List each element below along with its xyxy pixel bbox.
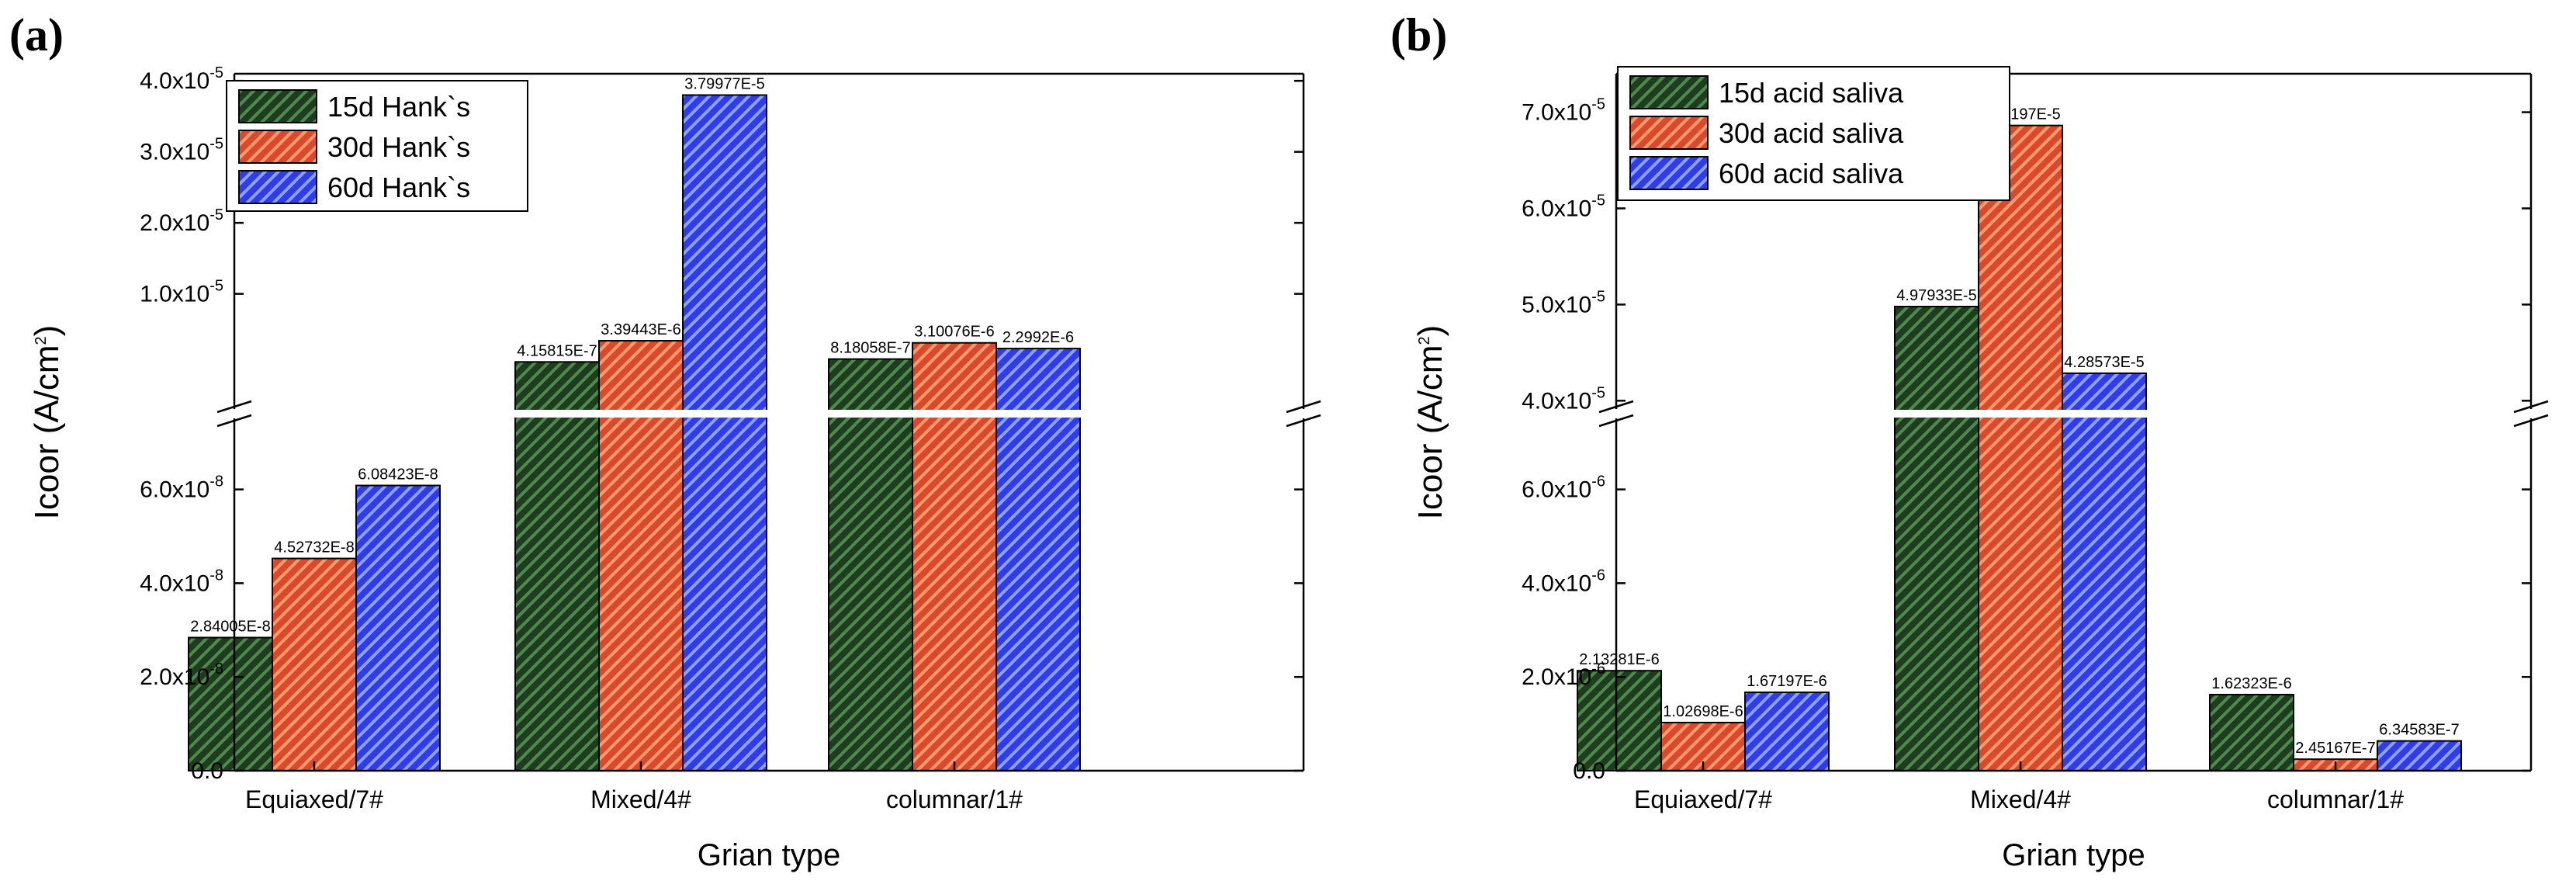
data-label-0-2: 8.18058E-7 (830, 340, 910, 357)
data-label-2-2: 6.34583E-7 (2379, 722, 2459, 739)
break-mark-1-a (2513, 400, 2549, 414)
y-tick-label-up-0: 1.0x10-5 (140, 278, 223, 307)
y-tick-label-up-1: 5.0x10-5 (1522, 288, 1605, 317)
y-tick-label-low-0: 0.0 (1573, 758, 1605, 784)
bar-0-2 (2209, 693, 2294, 771)
data-label-2-1: 3.79977E-5 (684, 75, 764, 92)
data-label-2-1: 4.28573E-5 (2064, 354, 2144, 371)
panel-letter: (b) (1390, 9, 1447, 61)
x-tick-label-1: Mixed/4# (1970, 785, 2071, 813)
data-label-2-0: 1.67197E-6 (1747, 673, 1826, 690)
data-label-0-1: 4.97933E-5 (1896, 287, 1976, 304)
data-label-2-0: 6.08423E-8 (358, 466, 438, 484)
legend-swatch-1 (1629, 116, 1709, 150)
x-tick-label-0: Equiaxed/7# (245, 785, 383, 813)
legend-label-2: 60d Hank`s (327, 172, 470, 203)
legend-label-2: 60d acid saliva (1719, 158, 1904, 189)
legend-swatch-1 (238, 130, 317, 164)
bar-0-1 (514, 361, 600, 771)
bar-2-0 (1744, 692, 1830, 771)
bar-0-2 (828, 358, 913, 771)
y-axis-title: Icoor (A/cm2) (1411, 325, 1449, 520)
x-tick-label-1: Mixed/4# (590, 785, 691, 813)
break-mark-0-b (1598, 414, 1634, 428)
break-mark-1-b (2513, 414, 2549, 428)
axis-break-band (1613, 410, 2534, 418)
break-mark-0-a (216, 400, 252, 414)
data-label-0-2: 1.62323E-6 (2211, 675, 2291, 692)
break-mark-1-b (1286, 414, 1321, 428)
data-label-0-0: 2.84005E-8 (190, 618, 270, 635)
legend-swatch-2 (1629, 156, 1709, 190)
bar-1-2 (912, 341, 997, 771)
bar-2-2 (995, 348, 1081, 771)
bar-2-0 (355, 484, 441, 771)
break-mark-1-a (1286, 400, 1321, 414)
y-tick-label-low-1: 2.0x10-8 (140, 660, 223, 690)
legend-swatch-0 (1629, 75, 1709, 109)
bar-1-1 (1978, 124, 2063, 771)
y-tick-label-up-2: 3.0x10-5 (140, 136, 223, 165)
y-tick-label-low-2: 4.0x10-6 (1522, 567, 1605, 596)
axis-break-band (231, 410, 1307, 418)
legend-swatch-0 (238, 89, 317, 123)
x-axis-title: Grian type (2002, 838, 2145, 872)
bar-2-1 (2062, 372, 2147, 771)
y-tick-label-low-1: 2.0x10-6 (1522, 660, 1605, 690)
x-tick-label-2: columnar/1# (2267, 785, 2404, 813)
break-mark-0-a (1598, 400, 1634, 414)
data-label-0-1: 4.15815E-7 (517, 342, 597, 359)
x-axis-title: Grian type (698, 838, 841, 872)
data-label-1-2: 3.10076E-6 (914, 324, 994, 341)
y-tick-label-low-0: 0.0 (191, 758, 223, 784)
bar-2-2 (2377, 740, 2462, 772)
bar-0-0 (188, 636, 273, 772)
x-tick-label-0: Equiaxed/7# (1634, 785, 1772, 813)
y-tick-label-up-2: 6.0x10-5 (1522, 192, 1605, 221)
data-label-1-0: 1.02698E-6 (1663, 703, 1743, 720)
data-label-2-2: 2.2992E-6 (1002, 329, 1074, 346)
bar-0-0 (1577, 670, 1662, 772)
y-tick-label-low-2: 4.0x10-8 (140, 567, 223, 596)
x-tick-label-2: columnar/1# (886, 785, 1023, 813)
bar-0-1 (1894, 305, 1979, 771)
legend-label-1: 30d Hank`s (327, 131, 470, 163)
y-tick-label-low-3: 6.0x10-6 (1522, 473, 1605, 503)
break-mark-0-b (216, 414, 252, 428)
data-label-1-0: 4.52732E-8 (274, 539, 354, 556)
y-tick-label-up-3: 4.0x10-5 (140, 64, 223, 94)
bar-1-1 (598, 340, 684, 771)
legend-label-0: 15d acid saliva (1719, 77, 1904, 109)
data-label-1-2: 2.45167E-7 (2295, 740, 2375, 757)
y-tick-label-up-3: 7.0x10-5 (1522, 96, 1605, 126)
panel-b-chart: (b) 2.13281E-6 4.97933E-5 1.62323E-6 1.02698… (1390, 9, 2549, 872)
data-label-1-1: 3.39443E-6 (601, 321, 680, 338)
bar-2-1 (682, 94, 767, 772)
y-tick-label-low-3: 6.0x10-8 (140, 473, 223, 503)
bar-1-0 (272, 557, 357, 771)
panel-a-chart: (a) 2.84005E-8 4.15815E-7 8.18058E-7 4.52732… (9, 9, 1321, 872)
y-axis-title: Icoor (A/cm2) (28, 325, 66, 520)
data-label-0-0: 2.13281E-6 (1579, 651, 1659, 668)
legend-label-1: 30d acid saliva (1719, 117, 1904, 149)
y-tick-label-up-0: 4.0x10-5 (1522, 384, 1605, 414)
legend-swatch-2 (238, 170, 317, 204)
legend-label-0: 15d Hank`s (327, 91, 470, 123)
panel-letter: (a) (9, 9, 64, 61)
y-tick-label-up-1: 2.0x10-5 (140, 206, 223, 236)
